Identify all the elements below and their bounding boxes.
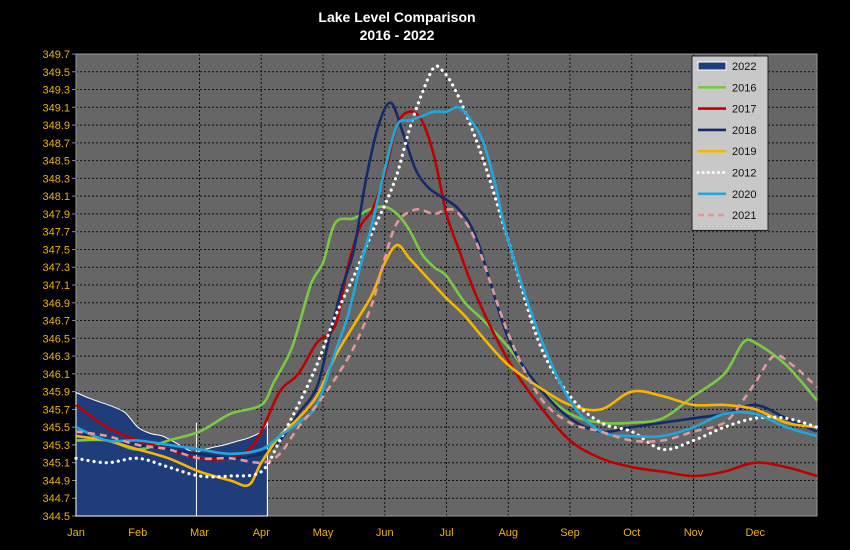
y-tick-label: 345.1 — [42, 458, 70, 470]
chart-title: Lake Level Comparison — [318, 9, 475, 25]
x-tick-label: Apr — [253, 527, 270, 539]
x-tick-label: Dec — [745, 527, 765, 539]
legend-2020-label: 2020 — [732, 189, 756, 201]
y-tick-label: 344.7 — [42, 493, 70, 505]
y-tick-label: 348.7 — [42, 138, 70, 150]
legend: 2022 2016 2017 2018 2019 2012 2020 2021 — [691, 55, 769, 231]
legend-2022-label: 2022 — [732, 61, 756, 73]
legend-2016-label: 2016 — [732, 82, 756, 94]
x-tick-label: Jun — [376, 527, 394, 539]
y-tick-label: 347.5 — [42, 244, 70, 256]
y-tick-label: 348.9 — [42, 120, 70, 132]
y-tick-label: 345.3 — [42, 440, 70, 452]
x-tick-label: May — [313, 527, 334, 539]
y-tick-label: 346.5 — [42, 333, 70, 345]
y-tick-label: 346.9 — [42, 298, 70, 310]
y-tick-label: 345.7 — [42, 404, 70, 416]
x-tick-label: Aug — [498, 527, 518, 539]
y-tick-label: 348.5 — [42, 156, 70, 168]
x-tick-label: Jul — [439, 527, 453, 539]
y-tick-label: 347.1 — [42, 280, 70, 292]
series-2021-line — [75, 207, 818, 465]
series-2016-line — [75, 205, 818, 451]
legend-2021-label: 2021 — [732, 210, 756, 222]
x-tick-label: Sep — [560, 527, 580, 539]
y-tick-label: 349.1 — [42, 102, 70, 114]
y-tick-label: 344.5 — [42, 511, 70, 523]
series-2018-line — [75, 101, 818, 460]
y-tick-label: 346.7 — [42, 316, 70, 328]
legend-box — [691, 55, 769, 231]
series-2012-line — [74, 64, 819, 479]
legend-2017-label: 2017 — [732, 104, 756, 116]
y-tick-label: 347.7 — [42, 227, 70, 239]
legend-2022-swatch — [697, 61, 727, 71]
y-tick-label: 346.3 — [42, 351, 70, 363]
line-series — [74, 64, 819, 488]
series-2017-line — [75, 110, 818, 478]
y-tick-label: 349.7 — [42, 49, 70, 61]
x-tick-label: Feb — [128, 527, 147, 539]
series-2020-line — [75, 105, 818, 456]
y-tick-label: 347.3 — [42, 262, 70, 274]
legend-2018-label: 2018 — [732, 125, 756, 137]
legend-2019-label: 2019 — [732, 146, 756, 158]
y-axis-ticks: 344.5 344.7 344.9 345.1 345.3 345.5 345.7 345.9… — [42, 49, 76, 523]
series-2019-line — [75, 243, 818, 488]
legend-2012-label: 2012 — [732, 168, 756, 180]
x-tick-label: Oct — [623, 527, 640, 539]
y-tick-label: 347.9 — [42, 209, 70, 221]
y-tick-label: 349.5 — [42, 67, 70, 79]
y-tick-label: 349.3 — [42, 85, 70, 97]
y-tick-label: 345.9 — [42, 387, 70, 399]
x-tick-label: Nov — [684, 527, 704, 539]
y-tick-label: 348.1 — [42, 191, 70, 203]
x-axis-ticks: Jan Feb Mar Apr May Jun Jul Aug Sep Oct Nov Dec — [67, 527, 765, 539]
y-tick-label: 344.9 — [42, 475, 70, 487]
y-tick-label: 348.3 — [42, 173, 70, 185]
x-tick-label: Mar — [190, 527, 209, 539]
y-tick-label: 346.1 — [42, 369, 70, 381]
chart-subtitle: 2016 - 2022 — [360, 27, 435, 43]
x-tick-label: Jan — [67, 527, 85, 539]
y-tick-label: 345.5 — [42, 422, 70, 434]
